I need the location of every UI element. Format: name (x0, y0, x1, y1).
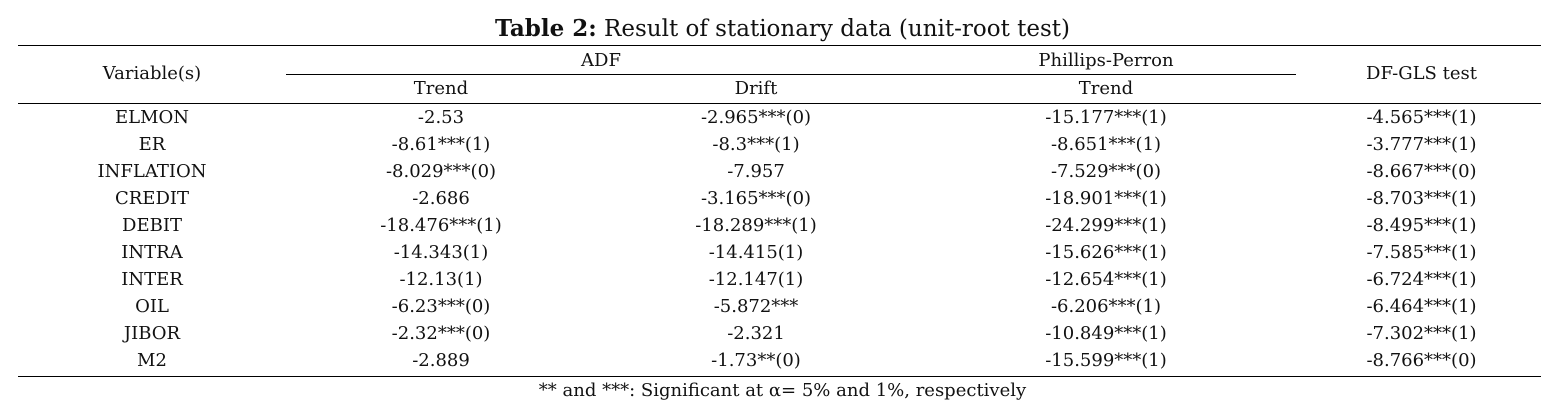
cell-dfgls: -7.302***(1) (1366, 323, 1477, 344)
cell-pp-trend: -6.206***(1) (1050, 296, 1162, 317)
cell-dfgls: -6.464***(1) (1366, 296, 1477, 317)
table-footnote: ** and ***: Significant at α= 5% and 1%,… (538, 380, 1027, 401)
cell-variable: INFLATION (97, 161, 207, 182)
cell-pp-trend: -15.599***(1) (1045, 350, 1167, 371)
cell-pp-trend: -7.529***(0) (1050, 161, 1162, 182)
cell-adf-trend: -14.343(1) (393, 242, 489, 263)
table-label: Table 2: (494, 15, 597, 42)
cell-variable: JIBOR (123, 323, 181, 344)
cell-adf-drift: -8.3***(1) (712, 134, 800, 155)
cell-pp-trend: -18.901***(1) (1045, 188, 1167, 209)
cell-variable: ELMON (114, 107, 190, 128)
cell-adf-drift: -7.957 (727, 161, 785, 182)
cell-pp-trend: -10.849***(1) (1045, 323, 1167, 344)
header-bottom-rule (18, 103, 1541, 104)
cell-pp-trend: -12.654***(1) (1045, 269, 1167, 290)
cell-adf-drift: -2.965***(0) (700, 107, 812, 128)
cell-adf-drift: -18.289***(1) (695, 215, 817, 236)
cell-adf-trend: -8.61***(1) (391, 134, 491, 155)
cell-dfgls: -8.495***(1) (1366, 215, 1477, 236)
group-rule (286, 74, 1296, 75)
cell-adf-drift: -14.415(1) (708, 242, 804, 263)
cell-dfgls: -3.777***(1) (1366, 134, 1477, 155)
cell-adf-trend: -8.029***(0) (385, 161, 497, 182)
cell-adf-trend: -6.23***(0) (391, 296, 491, 317)
cell-variable: M2 (137, 350, 167, 371)
cell-dfgls: -7.585***(1) (1366, 242, 1477, 263)
cell-adf-drift: -1.73**(0) (711, 350, 801, 371)
header-dfgls: DF-GLS test (1366, 63, 1477, 84)
cell-dfgls: -6.724***(1) (1366, 269, 1477, 290)
cell-pp-trend: -15.626***(1) (1045, 242, 1167, 263)
cell-adf-trend: -2.53 (417, 107, 465, 128)
cell-adf-trend: -18.476***(1) (380, 215, 502, 236)
cell-variable: CREDIT (114, 188, 189, 209)
cell-pp-trend: -24.299***(1) (1045, 215, 1167, 236)
header-variable: Variable(s) (102, 63, 202, 84)
header-pp-trend: Trend (1078, 78, 1134, 99)
bottom-rule (18, 376, 1541, 377)
cell-dfgls: -8.667***(0) (1366, 161, 1477, 182)
cell-variable: INTER (121, 269, 183, 290)
header-phillips-perron: Phillips-Perron (1038, 50, 1174, 71)
cell-adf-trend: -2.32***(0) (391, 323, 491, 344)
cell-adf-trend: -2.686 (412, 188, 470, 209)
cell-dfgls: -4.565***(1) (1366, 107, 1477, 128)
header-adf-trend: Trend (413, 78, 469, 99)
cell-dfgls: -8.766***(0) (1366, 350, 1477, 371)
header-adf: ADF (581, 50, 621, 71)
cell-adf-trend: -2.889 (412, 350, 470, 371)
cell-variable: INTRA (121, 242, 183, 263)
cell-adf-drift: -12.147(1) (708, 269, 804, 290)
table-caption: Result of stationary data (unit-root tes… (596, 16, 1071, 42)
table-title: Table 2: Result of stationary data (unit… (0, 14, 1565, 44)
cell-dfgls: -8.703***(1) (1366, 188, 1477, 209)
cell-adf-trend: -12.13(1) (399, 269, 483, 290)
cell-variable: ER (138, 134, 166, 155)
cell-pp-trend: -15.177***(1) (1045, 107, 1167, 128)
cell-variable: OIL (135, 296, 169, 317)
cell-adf-drift: -3.165***(0) (700, 188, 812, 209)
header-adf-drift: Drift (734, 78, 778, 99)
cell-adf-drift: -2.321 (727, 323, 785, 344)
cell-pp-trend: -8.651***(1) (1050, 134, 1162, 155)
cell-variable: DEBIT (122, 215, 182, 236)
cell-adf-drift: -5.872*** (713, 296, 799, 317)
top-rule (18, 45, 1541, 46)
